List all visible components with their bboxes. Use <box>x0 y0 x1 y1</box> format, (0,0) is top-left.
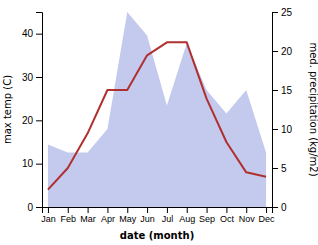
x-tick-mark <box>68 207 69 213</box>
y2-tick-mark <box>272 12 278 13</box>
x-tick-mark <box>187 207 188 213</box>
y2-axis-title: med. precipitation (kg/m2) <box>308 42 318 176</box>
y2-tick-mark <box>272 51 278 52</box>
x-tick-mark <box>88 207 89 213</box>
y-tick-mark <box>36 207 42 208</box>
y-axis-line <box>36 13 43 208</box>
y-axis-title: max temp (C) <box>2 75 13 144</box>
y2-tick: 25 <box>272 7 293 18</box>
y-tick-mark <box>36 164 42 165</box>
y2-tick-mark <box>272 168 278 169</box>
x-tick: Jul <box>162 207 174 224</box>
chart: Jan FebMar Apr MayJun Jul Aug Sep Oct NovDec 0 10 2… <box>0 0 318 245</box>
x-tick-label: Dec <box>259 214 276 224</box>
y2-tick: 20 <box>272 46 293 57</box>
x-tick: Apr <box>101 207 115 224</box>
x-tick-label: Mar <box>80 214 96 224</box>
x-tick-mark <box>226 207 227 213</box>
x-tick-label: Jun <box>140 214 155 224</box>
x-tick-label: Aug <box>179 214 195 224</box>
x-tick: May <box>119 207 137 224</box>
y-tick-mark <box>36 34 42 35</box>
plot-area <box>48 12 266 207</box>
y2-tick-mark <box>272 207 278 208</box>
x-tick-label: Jul <box>162 214 174 224</box>
precipitation-area <box>48 12 266 207</box>
x-tick: Aug <box>179 207 195 224</box>
y2-tick: 15 <box>272 85 293 96</box>
x-tick-mark <box>167 207 168 213</box>
x-tick: Oct <box>220 207 235 224</box>
x-tick-label: Oct <box>220 214 235 224</box>
x-tick: Jun <box>140 207 155 224</box>
x-tick: Mar <box>80 207 96 224</box>
x-tick-mark <box>147 207 148 213</box>
x-axis-line <box>43 208 273 214</box>
y-tick-mark <box>36 77 42 78</box>
y-tick-label: 0 <box>27 202 33 213</box>
x-tick: Jan <box>41 207 56 224</box>
x-axis: Jan FebMar Apr MayJun Jul Aug Sep Oct NovDec <box>41 207 275 224</box>
x-tick-mark <box>48 207 49 213</box>
y-tick: 40 <box>22 28 42 39</box>
y2-tick-label: 15 <box>281 85 293 96</box>
y2-tick-label: 25 <box>281 7 293 18</box>
x-tick-mark <box>266 207 267 213</box>
y2-tick-mark <box>272 129 278 130</box>
y-tick: 30 <box>22 72 42 83</box>
y2-tick-mark <box>272 90 278 91</box>
y-tick: 0 <box>27 202 42 213</box>
y2-tick: 10 <box>272 124 293 135</box>
x-tick-label: Jan <box>41 214 56 224</box>
temperature-line <box>48 42 266 189</box>
x-tick-mark <box>127 207 128 213</box>
y2-tick-label: 0 <box>281 202 287 213</box>
y-axis: 0 10 20 30 40 <box>22 13 43 213</box>
y2-axis-line <box>273 13 279 208</box>
x-tick-label: Feb <box>61 214 77 224</box>
y-tick-label: 30 <box>22 72 34 83</box>
x-tick-label: May <box>119 214 137 224</box>
y2-axis: 0 5 10 15 20 25 <box>272 7 293 213</box>
x-tick-mark <box>107 207 108 213</box>
y2-tick-label: 20 <box>281 46 293 57</box>
y2-tick: 5 <box>272 163 287 174</box>
y-tick: 20 <box>22 115 42 126</box>
y-tick: 10 <box>22 158 42 169</box>
y-tick-label: 10 <box>22 158 34 169</box>
y2-tick: 0 <box>272 202 287 213</box>
y2-tick-label: 5 <box>281 163 287 174</box>
y-tick-label: 20 <box>22 115 34 126</box>
x-tick: Sep <box>199 207 215 224</box>
x-tick: Dec <box>259 207 276 224</box>
x-tick-mark <box>207 207 208 213</box>
y2-tick-label: 10 <box>281 124 293 135</box>
x-tick-label: Sep <box>199 214 215 224</box>
x-axis-title: date (month) <box>120 230 194 241</box>
x-tick-mark <box>246 207 247 213</box>
y-tick-mark <box>36 120 42 121</box>
y-tick-label: 40 <box>22 28 34 39</box>
x-tick: Feb <box>61 207 77 224</box>
x-tick: Nov <box>239 207 256 224</box>
x-tick-label: Nov <box>239 214 256 224</box>
x-tick-label: Apr <box>101 214 115 224</box>
